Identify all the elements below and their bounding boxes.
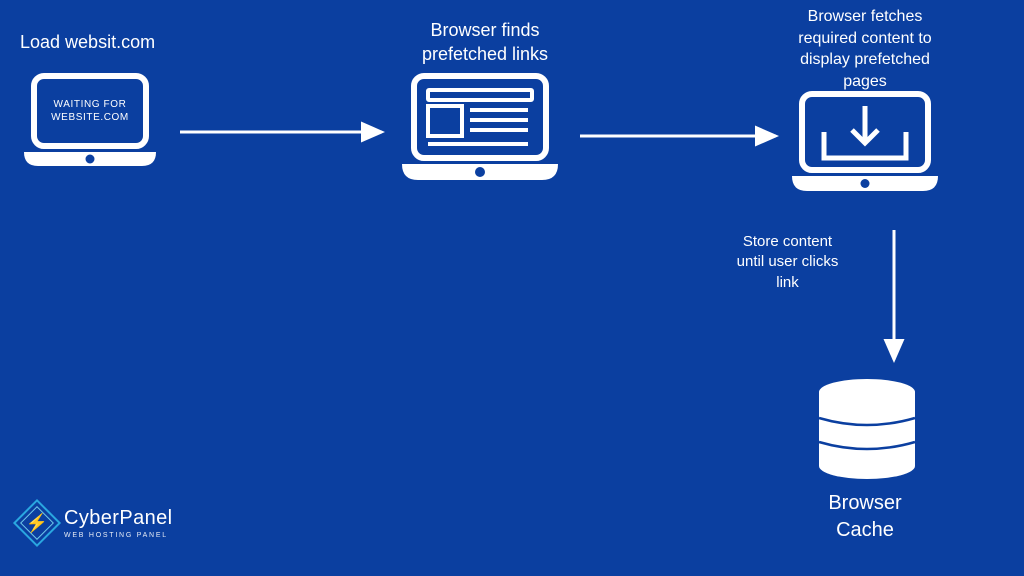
logo-mark-icon: ⚡: [13, 499, 61, 547]
cyberpanel-logo: ⚡ CyberPanel WEB HOSTING PANEL: [20, 506, 173, 540]
flow-arrows: [0, 0, 1024, 576]
logo-bolt-icon: ⚡: [26, 512, 48, 533]
logo-word: CyberPanel: [64, 507, 173, 530]
logo-subtitle: WEB HOSTING PANEL: [64, 532, 173, 539]
